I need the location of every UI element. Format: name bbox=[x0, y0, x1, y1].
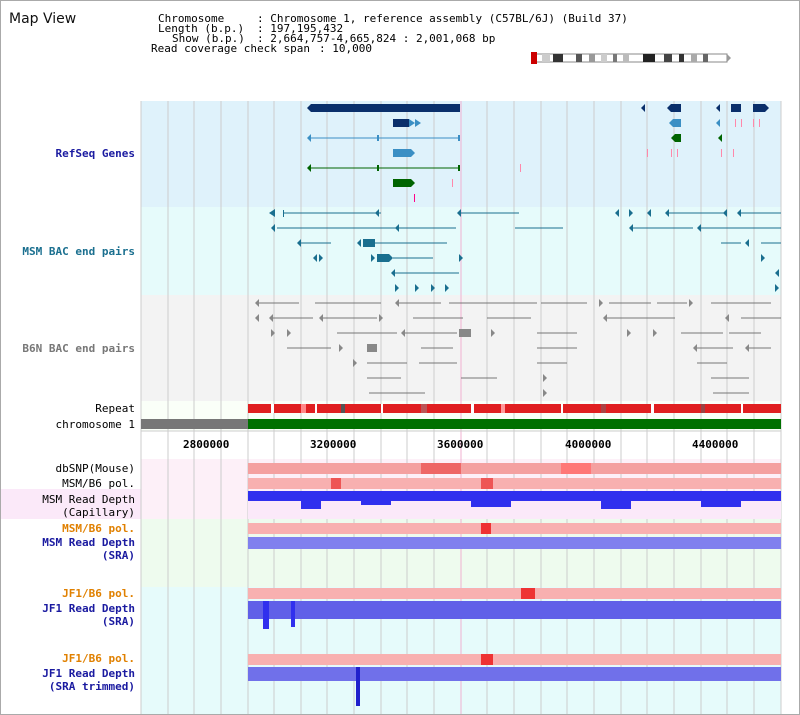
track-label-msm-depth-capillary[interactable]: MSM Read Depth bbox=[42, 493, 135, 506]
coverage-value: : 10,000 bbox=[319, 42, 372, 55]
track-label-msm-depth-sra-sub: (SRA) bbox=[101, 549, 135, 562]
track-label-msm-depth-sra[interactable]: MSM Read Depth bbox=[42, 536, 135, 549]
show-value: : 2,664,757-4,665,824 : 2,001,068 bp bbox=[257, 32, 496, 45]
msm-capillary-depth-track[interactable] bbox=[248, 491, 781, 501]
jf1-sra-depth-track[interactable] bbox=[248, 601, 781, 619]
track-label-msm-b6-pol-2[interactable]: MSM/B6 pol. bbox=[62, 522, 135, 535]
jf1-b6-pol-track-2[interactable] bbox=[248, 654, 781, 665]
chromosome-value: : Chromosome 1, reference assembly (C57B… bbox=[257, 12, 628, 25]
track-label-jf1-depth-trimmed[interactable]: JF1 Read Depth bbox=[42, 667, 135, 680]
track-label-jf1-depth-sra-sub: (SRA) bbox=[101, 615, 135, 628]
track-label-b6n-bac[interactable]: B6N BAC end pairs bbox=[22, 342, 135, 355]
repeat-track[interactable] bbox=[248, 404, 781, 413]
track-label-msm-bac[interactable]: MSM BAC end pairs bbox=[22, 245, 135, 258]
coverage-key: Read coverage check span bbox=[151, 42, 310, 55]
jf1-trimmed-depth-track[interactable] bbox=[248, 667, 781, 681]
track-label-jf1-b6-pol-2[interactable]: JF1/B6 pol. bbox=[62, 652, 135, 665]
length-key: Length (b.p.) bbox=[158, 22, 245, 35]
axis-tick-label: 3600000 bbox=[437, 438, 484, 451]
track-label-jf1-depth-trimmed-sub: (SRA trimmed) bbox=[48, 680, 135, 693]
msm-b6-pol-track-1[interactable] bbox=[248, 478, 781, 489]
chromosome-key: Chromosome bbox=[158, 12, 225, 25]
chromosome-ideogram[interactable] bbox=[531, 52, 731, 64]
track-label-refseq[interactable]: RefSeq Genes bbox=[55, 147, 135, 160]
axis-tick-label: 4400000 bbox=[692, 438, 739, 451]
track-label-jf1-depth-sra[interactable]: JF1 Read Depth bbox=[42, 602, 135, 615]
track-label-msm-b6-pol-1[interactable]: MSM/B6 pol. bbox=[62, 477, 135, 490]
show-key: Show (b.p.) bbox=[172, 32, 245, 45]
msm-b6-pol-track-2[interactable] bbox=[248, 523, 781, 534]
length-value: : 197,195,432 bbox=[257, 22, 344, 35]
msm-bac-features[interactable] bbox=[269, 209, 781, 292]
track-label-chromosome[interactable]: chromosome 1 bbox=[55, 418, 135, 431]
track-label-msm-depth-capillary-sub: (Capillary) bbox=[62, 506, 135, 519]
chromosome-bar[interactable] bbox=[141, 419, 781, 429]
refseq-gene-features[interactable] bbox=[307, 104, 769, 202]
b6n-bac-features[interactable] bbox=[255, 299, 781, 397]
msm-sra-depth-track[interactable] bbox=[248, 537, 781, 549]
axis-tick-label: 3200000 bbox=[310, 438, 357, 451]
dbsnp-track[interactable] bbox=[248, 463, 781, 474]
axis-tick-label: 2800000 bbox=[183, 438, 230, 451]
track-label-jf1-b6-pol-1[interactable]: JF1/B6 pol. bbox=[62, 587, 135, 600]
track-label-repeat[interactable]: Repeat bbox=[95, 402, 135, 415]
axis-tick-label: 4000000 bbox=[565, 438, 612, 451]
jf1-b6-pol-track-1[interactable] bbox=[248, 588, 781, 599]
track-label-dbsnp[interactable]: dbSNP(Mouse) bbox=[55, 462, 135, 475]
page-title: Map View bbox=[9, 11, 77, 27]
